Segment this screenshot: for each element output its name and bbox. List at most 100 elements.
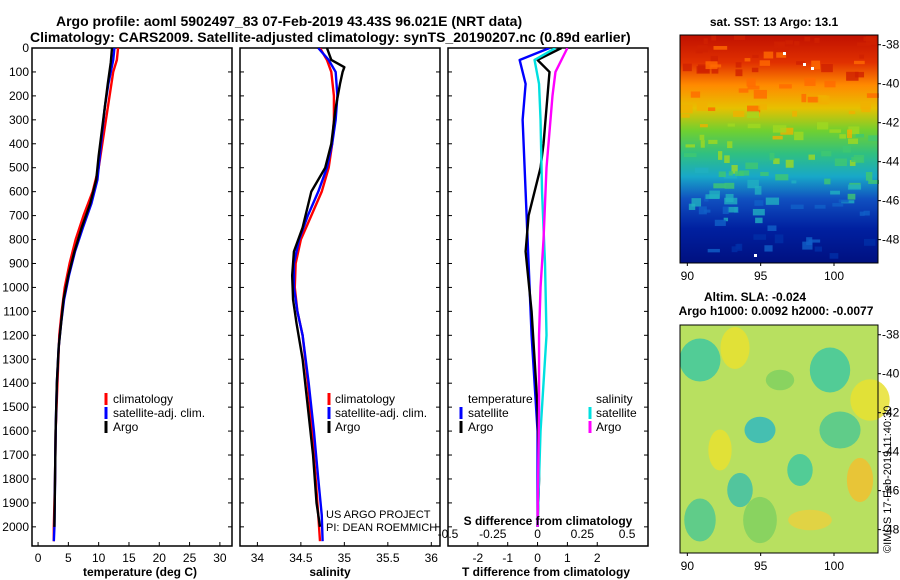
sst-map-title: sat. SST: 13 Argo: 13.1: [710, 15, 839, 29]
sst-texture-cell: [696, 102, 708, 111]
sst-texture-cell: [680, 104, 693, 114]
sla-anomaly-blob: [850, 379, 890, 421]
legend-title-temperature: temperature: [468, 392, 533, 406]
depth-tick-label: 100: [9, 65, 29, 79]
sst-texture-cell: [764, 245, 773, 252]
difference-panel-frame: [447, 47, 649, 547]
sst-texture-cell: [710, 64, 722, 68]
sst-texture-cell: [804, 36, 811, 42]
sst-map-ytick-label: -48: [882, 233, 900, 247]
sst-texture-cell: [713, 46, 728, 50]
sst-texture-cell: [754, 200, 764, 206]
sst-texture-cell: [792, 110, 798, 117]
sst-texture-cell: [690, 91, 701, 98]
sst-texture-cell: [753, 89, 767, 99]
depth-tick-label: 1000: [2, 280, 29, 294]
depth-tick-label: 1100: [3, 304, 29, 318]
sst-map-ytick-label: -38: [882, 38, 900, 52]
sst-texture-cell: [829, 253, 839, 259]
sst-texture-cell: [846, 71, 859, 81]
sst-texture-cell: [808, 154, 815, 160]
sst-texture-cell: [851, 156, 863, 163]
sla-anomaly-blob: [846, 457, 874, 503]
sst-texture-cell: [731, 246, 738, 253]
sst-map-ytick-label: -46: [882, 194, 900, 208]
sst-texture-cell: [811, 60, 821, 70]
sst-texture-cell: [859, 54, 865, 59]
sst-texture-cell: [824, 178, 831, 185]
sst-map-xtick-label: 100: [824, 269, 844, 283]
temperature-panel-frame: [31, 47, 233, 547]
sst-texture-cell: [691, 198, 702, 207]
depth-tick-label: 400: [9, 137, 29, 151]
sst-texture-cell: [711, 35, 717, 41]
sst-texture-cell: [703, 38, 708, 45]
depth-tick-label: 300: [9, 113, 29, 127]
salinity-xtick-label: 35.5: [376, 551, 400, 565]
difference-series-salinity-argo: [536, 48, 569, 527]
temperature-axis-title: temperature (deg C): [83, 565, 197, 579]
sst-texture-cell: [727, 206, 738, 213]
sst-texture-cell: [794, 41, 800, 46]
sst-texture-cell: [733, 110, 745, 117]
sst-texture-cell: [866, 93, 879, 98]
sst-texture-cell: [747, 123, 761, 129]
sst-texture-cell: [848, 126, 860, 135]
sla-anomaly-blob: [787, 454, 813, 486]
sst-missing-pixel: [783, 52, 786, 55]
sst-texture-cell: [779, 84, 792, 89]
sst-texture-cell: [814, 246, 823, 252]
depth-tick-label: 0: [22, 41, 29, 55]
legend-label-temp-argo: Argo: [468, 420, 494, 434]
sst-texture-cell: [718, 151, 723, 160]
sst-missing-pixel: [803, 63, 806, 66]
temperature-xtick-label: 15: [122, 551, 136, 565]
sst-texture-cell: [765, 197, 780, 205]
sst-texture-cell: [735, 171, 744, 176]
sla-anomaly-blob: [727, 472, 753, 508]
sst-map: [679, 34, 879, 264]
sst-texture-cell: [747, 85, 760, 90]
depth-tick-label: 700: [9, 209, 29, 223]
sst-texture-cell: [758, 103, 767, 110]
difference-xtick-label: 1: [564, 551, 571, 565]
sst-map-xtick-label: 95: [754, 269, 768, 283]
sst-map-xtick-label: 90: [681, 269, 695, 283]
sst-texture-cell: [861, 106, 871, 113]
sst-texture-cell: [685, 144, 695, 148]
legend-label-sal-argo: Argo: [596, 420, 622, 434]
salinity-legend: climatology satellite-adj. clim. Argo: [327, 392, 427, 434]
sst-texture-cell: [774, 234, 784, 244]
sst-map-ytick-label: -42: [882, 116, 900, 130]
project-annotation-line-2: PI: DEAN ROEMMICH: [326, 522, 437, 534]
legend-label-satellite-adj: satellite-adj. clim.: [335, 406, 427, 420]
sst-texture-cell: [688, 203, 696, 210]
sst-texture-cell: [695, 50, 703, 54]
sst-texture-cell: [847, 184, 862, 190]
salinity-series-argo: [290, 48, 346, 528]
sst-map-ytick-label: -44: [882, 155, 900, 169]
sst-texture-cell: [699, 124, 708, 128]
sst-texture-cell: [829, 129, 842, 133]
salinity-xtick-label: 34.5: [289, 551, 313, 565]
sst-texture-cell: [821, 64, 833, 73]
sst-texture-cell: [854, 71, 865, 78]
sst-texture-cell: [727, 123, 735, 127]
sst-texture-cell: [808, 239, 821, 243]
sst-texture-cell: [697, 64, 710, 73]
difference-top-xtick-label: 0.5: [619, 527, 636, 541]
sst-texture-cell: [860, 101, 872, 110]
depth-tick-label: 200: [9, 89, 29, 103]
sst-texture-cell: [718, 171, 726, 178]
sst-texture-cell: [802, 241, 813, 250]
sst-texture-cell: [847, 138, 859, 144]
sst-texture-cell: [780, 127, 794, 135]
sst-texture-cell: [853, 60, 865, 65]
sla-anomaly-blob: [744, 416, 776, 444]
sst-texture-cell: [738, 170, 750, 176]
sst-texture-cell: [767, 225, 777, 231]
sst-texture-cell: [713, 183, 726, 189]
sst-texture-cell: [752, 54, 759, 58]
sla-map-frame: [679, 324, 879, 554]
sla-anomaly-blob: [819, 411, 861, 449]
